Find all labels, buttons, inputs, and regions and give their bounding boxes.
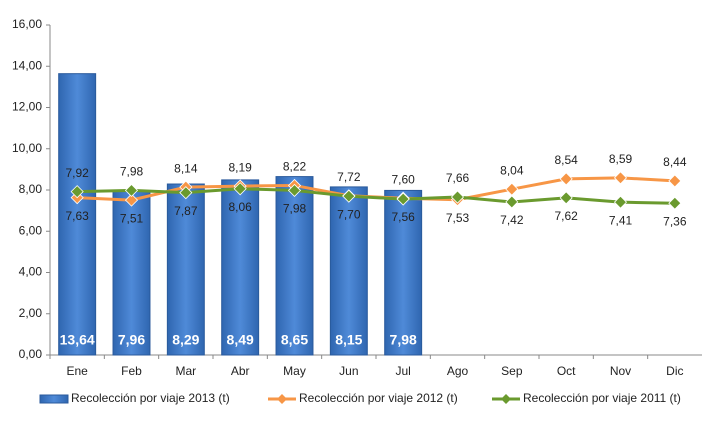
bar bbox=[384, 189, 423, 356]
y-tick-label: 8,00 bbox=[19, 182, 43, 196]
data-label: 8,59 bbox=[609, 152, 633, 166]
data-label: 7,51 bbox=[120, 211, 144, 225]
x-tick-label: Nov bbox=[610, 364, 631, 378]
data-label: 8,06 bbox=[228, 200, 252, 214]
line bbox=[77, 187, 675, 205]
marker bbox=[450, 190, 465, 204]
x-tick-label: Mar bbox=[175, 364, 196, 378]
marker bbox=[613, 195, 628, 209]
data-label: 7,42 bbox=[500, 213, 524, 227]
marker bbox=[505, 195, 519, 209]
bar-label: 8,65 bbox=[281, 332, 308, 348]
legend-marker bbox=[501, 394, 511, 404]
marker bbox=[505, 182, 519, 196]
y-tick-label: 14,00 bbox=[12, 58, 42, 72]
data-label: 7,36 bbox=[663, 214, 687, 228]
bar-label: 7,96 bbox=[118, 332, 145, 348]
bar-label: 8,15 bbox=[335, 332, 362, 348]
legend-marker bbox=[277, 394, 287, 404]
bar bbox=[112, 190, 151, 356]
legend-label: Recolección por viaje 2011 (t) bbox=[523, 391, 681, 405]
data-label: 8,22 bbox=[283, 160, 307, 174]
x-tick-label: Sep bbox=[501, 364, 523, 378]
y-tick-label: 12,00 bbox=[12, 100, 42, 114]
x-tick-label: Abr bbox=[231, 364, 250, 378]
x-tick-label: Ene bbox=[66, 364, 88, 378]
data-label: 7,56 bbox=[391, 210, 415, 224]
legend-swatch bbox=[39, 394, 69, 404]
bar bbox=[221, 179, 260, 356]
marker bbox=[70, 185, 84, 199]
marker bbox=[179, 186, 193, 200]
marker bbox=[559, 191, 573, 205]
marker bbox=[559, 172, 573, 186]
x-tick-label: Ago bbox=[447, 364, 469, 378]
bar bbox=[275, 176, 314, 356]
x-tick-label: Jun bbox=[339, 364, 358, 378]
marker bbox=[668, 174, 682, 188]
data-label: 7,41 bbox=[609, 213, 633, 227]
x-tick-label: May bbox=[283, 364, 306, 378]
marker bbox=[342, 189, 356, 203]
data-label: 7,62 bbox=[554, 209, 578, 223]
marker bbox=[613, 171, 628, 185]
data-label: 7,70 bbox=[337, 207, 361, 221]
data-label: 8,14 bbox=[174, 161, 198, 175]
y-tick-label: 10,00 bbox=[12, 141, 42, 155]
bar bbox=[329, 186, 368, 356]
data-label: 7,72 bbox=[337, 170, 361, 184]
marker bbox=[124, 193, 139, 207]
legend-label: Recolección por viaje 2013 (t) bbox=[71, 391, 230, 405]
legend-label: Recolección por viaje 2012 (t) bbox=[299, 391, 458, 405]
x-tick-label: Dic bbox=[666, 364, 683, 378]
bar-label: 8,29 bbox=[172, 332, 199, 348]
y-tick-label: 4,00 bbox=[19, 265, 43, 279]
data-label: 7,87 bbox=[174, 204, 198, 218]
bar bbox=[58, 73, 97, 356]
bar bbox=[166, 183, 205, 356]
data-label: 7,63 bbox=[65, 209, 89, 223]
y-tick-label: 6,00 bbox=[19, 223, 43, 237]
data-label: 7,60 bbox=[391, 172, 415, 186]
data-label: 8,44 bbox=[663, 155, 687, 169]
bar-label: 7,98 bbox=[390, 332, 417, 348]
marker bbox=[287, 183, 302, 197]
marker bbox=[396, 192, 410, 206]
bar-label: 13,64 bbox=[60, 332, 95, 348]
data-label: 8,54 bbox=[554, 153, 578, 167]
y-tick-label: 16,00 bbox=[12, 17, 42, 31]
data-label: 7,53 bbox=[446, 211, 470, 225]
bar-label: 8,49 bbox=[227, 332, 254, 348]
data-label: 8,04 bbox=[500, 163, 524, 177]
y-tick-label: 2,00 bbox=[19, 306, 43, 320]
marker bbox=[668, 196, 682, 210]
data-label: 7,92 bbox=[65, 166, 89, 180]
data-label: 8,19 bbox=[228, 160, 252, 174]
data-label: 7,98 bbox=[120, 165, 144, 179]
x-tick-label: Oct bbox=[557, 364, 576, 378]
marker bbox=[124, 183, 139, 197]
x-tick-label: Jul bbox=[395, 364, 410, 378]
data-label: 7,98 bbox=[283, 202, 307, 216]
y-tick-label: 0,00 bbox=[19, 347, 43, 361]
marker bbox=[233, 182, 247, 196]
x-tick-label: Feb bbox=[121, 364, 142, 378]
data-label: 7,66 bbox=[446, 171, 470, 185]
